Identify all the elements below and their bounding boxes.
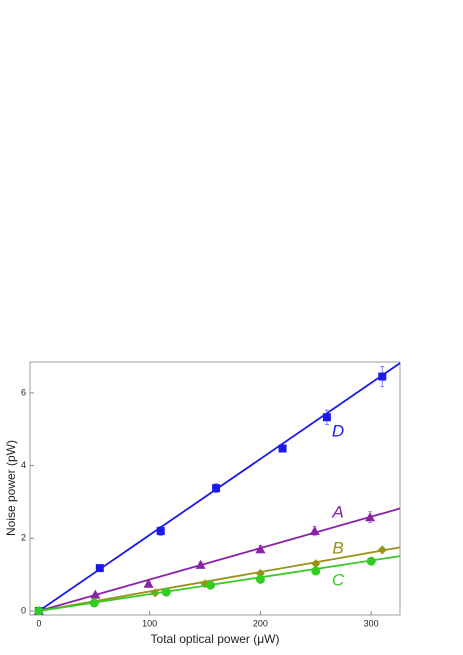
- marker: [378, 372, 387, 381]
- y-tick-label: 4: [21, 460, 26, 470]
- fit-line: [38, 507, 401, 612]
- marker: [322, 413, 331, 422]
- y-axis-title: Noise power (pW): [4, 440, 18, 536]
- marker: [143, 578, 154, 588]
- y-tick-label: 0: [21, 605, 26, 615]
- x-axis-title: Total optical power (μW): [151, 632, 280, 646]
- marker: [161, 587, 171, 597]
- y-tick-label: 6: [21, 387, 26, 397]
- marker: [90, 589, 101, 599]
- marker: [34, 606, 44, 616]
- series-label: B: [332, 538, 343, 557]
- marker: [95, 564, 104, 573]
- marker: [366, 556, 376, 566]
- fit-line: [38, 546, 401, 612]
- marker: [255, 544, 266, 554]
- x-tick-label: 300: [364, 618, 379, 628]
- marker: [309, 526, 320, 536]
- series-label: A: [331, 502, 343, 521]
- marker: [311, 559, 321, 569]
- series-label: D: [332, 421, 344, 440]
- marker: [156, 527, 165, 536]
- x-tick-label: 0: [36, 618, 41, 628]
- marker: [89, 598, 99, 608]
- marker: [212, 484, 221, 493]
- y-tick-label: 2: [21, 533, 26, 543]
- x-tick-label: 200: [253, 618, 268, 628]
- plot-frame: [29, 361, 401, 616]
- marker: [255, 574, 265, 584]
- marker: [365, 512, 376, 522]
- marker: [311, 566, 321, 576]
- marker: [195, 559, 206, 569]
- marker: [377, 545, 387, 555]
- series-label: C: [332, 570, 345, 589]
- marker: [278, 444, 287, 453]
- marker: [206, 580, 216, 590]
- fit-line: [38, 555, 401, 612]
- x-tick-label: 100: [142, 618, 157, 628]
